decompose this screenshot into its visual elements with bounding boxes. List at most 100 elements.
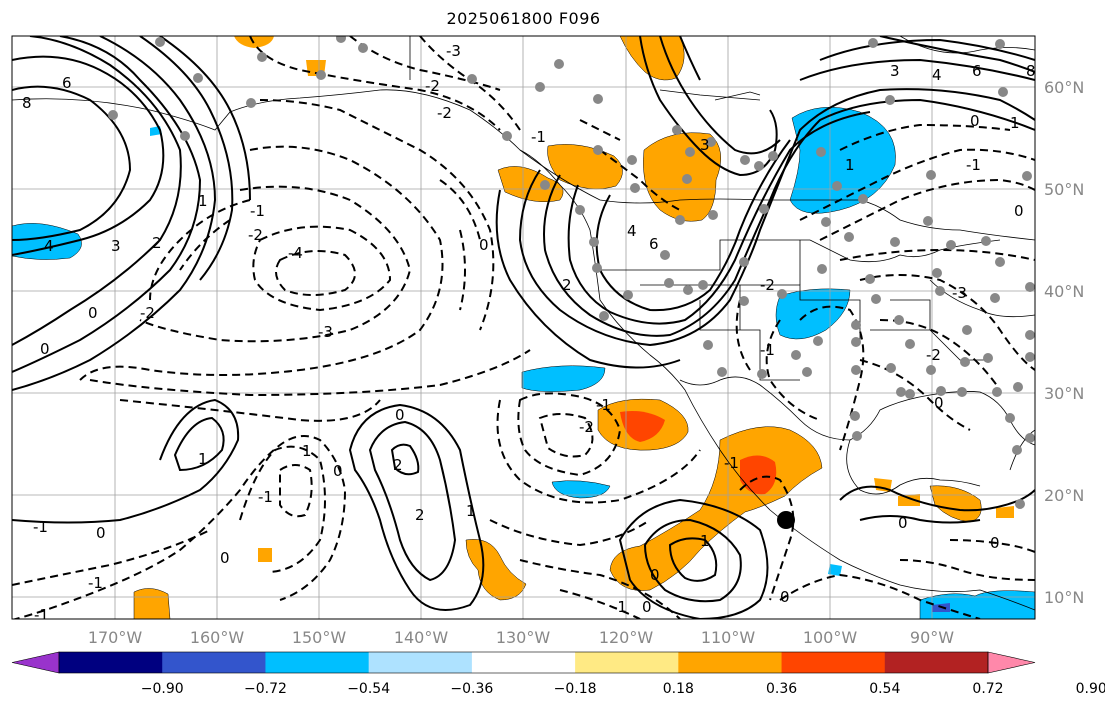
positive-anomaly-region (133, 588, 171, 619)
svg-text:0: 0 (220, 549, 230, 567)
svg-text:0: 0 (780, 588, 790, 606)
latitude-labels: 60°N 50°N 40°N 30°N 20°N 10°N (1044, 78, 1084, 607)
colorbar-tick-label: 0.90 (1076, 681, 1105, 697)
lat-label: 50°N (1044, 180, 1084, 199)
svg-text:0: 0 (934, 394, 944, 412)
svg-text:-1: -1 (34, 606, 49, 624)
map-title: 2025061800 F096 (446, 9, 601, 28)
svg-text:-2: -2 (437, 104, 452, 122)
colorbar: −0.90 −0.72 −0.54 −0.36 −0.18 0.18 0.36 0.54 0.7… (11, 651, 1105, 697)
negative-anomaly-region (789, 107, 896, 214)
svg-text:-3: -3 (446, 42, 461, 60)
svg-text:-1: -1 (760, 341, 775, 359)
svg-text:-1: -1 (531, 128, 546, 146)
colorbar-tick-label: −0.36 (450, 681, 493, 697)
colorbar-tick-label: 0.18 (663, 681, 694, 697)
svg-text:0: 0 (395, 406, 405, 424)
svg-text:-1: -1 (258, 488, 273, 506)
svg-text:-1: -1 (250, 202, 265, 220)
svg-text:0: 0 (990, 534, 1000, 552)
svg-text:-2: -2 (248, 226, 263, 244)
svg-text:-1: -1 (612, 598, 627, 616)
svg-text:1: 1 (198, 450, 208, 468)
graticule (12, 36, 1035, 619)
colorbar-segment (471, 652, 576, 673)
svg-text:-1: -1 (724, 454, 739, 472)
svg-text:1: 1 (845, 156, 855, 174)
station-markers (108, 36, 1035, 509)
lon-label: 150°W (292, 628, 347, 647)
colorbar-segment (59, 652, 163, 673)
negative-anomaly-region (828, 564, 842, 576)
dashed-contours (12, 36, 1035, 619)
svg-text:2: 2 (152, 234, 162, 252)
colorbar-tick-label: 0.72 (972, 681, 1003, 697)
contour-labels: 8 6 4 3 2 1 0 0 -2 -2 -1 -4 -3 -3 -2 -2 … (22, 42, 1036, 624)
svg-text:2: 2 (562, 276, 572, 294)
lon-label: 160°W (190, 628, 245, 647)
colorbar-tick-label: 0.54 (869, 681, 900, 697)
svg-text:1: 1 (302, 442, 312, 460)
svg-text:1: 1 (1010, 114, 1020, 132)
storm-center-marker (777, 511, 795, 529)
colorbar-tick-label: −0.18 (554, 681, 597, 697)
colorbar-segment (575, 652, 679, 673)
positive-anomaly-region (258, 548, 272, 562)
svg-text:0: 0 (1014, 202, 1024, 220)
svg-text:-1: -1 (596, 396, 611, 414)
svg-text:3: 3 (890, 62, 900, 80)
longitude-labels: 170°W 160°W 150°W 140°W 130°W 120°W 110°… (88, 628, 954, 647)
svg-text:-2: -2 (926, 346, 941, 364)
coastlines (12, 36, 1035, 611)
lat-label: 10°N (1044, 588, 1084, 607)
positive-anomaly-region (996, 506, 1014, 518)
svg-text:8: 8 (22, 94, 32, 112)
svg-text:6: 6 (972, 62, 982, 80)
positive-anomaly-region (465, 539, 527, 601)
svg-text:-3: -3 (318, 323, 333, 341)
svg-text:3: 3 (111, 237, 121, 255)
positive-anomaly-region (740, 455, 777, 495)
svg-text:0: 0 (479, 236, 489, 254)
lat-label: 60°N (1044, 78, 1084, 97)
lon-label: 170°W (88, 628, 143, 647)
lon-label: 140°W (394, 628, 449, 647)
svg-text:4: 4 (627, 222, 637, 240)
anomaly-shading (12, 36, 1035, 619)
solid-contours (12, 36, 1035, 619)
svg-text:6: 6 (62, 74, 72, 92)
colorbar-tick-label: −0.90 (141, 681, 184, 697)
svg-text:1: 1 (466, 502, 476, 520)
negative-anomaly-region (12, 223, 82, 260)
svg-text:-2: -2 (425, 77, 440, 95)
svg-text:0: 0 (970, 112, 980, 130)
positive-anomaly-region (547, 144, 623, 190)
colorbar-extend-high (987, 651, 1036, 674)
colorbar-extend-low (11, 651, 60, 674)
positive-anomaly-region (620, 411, 665, 442)
svg-text:3: 3 (700, 136, 710, 154)
colorbar-segment (781, 652, 886, 673)
svg-text:1: 1 (700, 532, 710, 550)
svg-text:8: 8 (1026, 62, 1036, 80)
lon-label: 110°W (701, 628, 756, 647)
colorbar-tick-label: 0.36 (766, 681, 797, 697)
svg-text:0: 0 (642, 598, 652, 616)
lon-label: 130°W (496, 628, 551, 647)
lon-label: 90°W (910, 628, 954, 647)
svg-text:0: 0 (96, 524, 106, 542)
svg-text:0: 0 (333, 462, 343, 480)
svg-text:-2: -2 (579, 418, 594, 436)
lat-label: 20°N (1044, 486, 1084, 505)
colorbar-segment (162, 652, 266, 673)
svg-text:4: 4 (44, 237, 54, 255)
lat-label: 40°N (1044, 282, 1084, 301)
svg-text:-2: -2 (760, 276, 775, 294)
svg-text:2: 2 (415, 506, 425, 524)
svg-text:-3: -3 (952, 284, 967, 302)
svg-text:4: 4 (932, 66, 942, 84)
svg-text:0: 0 (898, 514, 908, 532)
svg-text:0: 0 (88, 304, 98, 322)
svg-text:-1: -1 (88, 574, 103, 592)
